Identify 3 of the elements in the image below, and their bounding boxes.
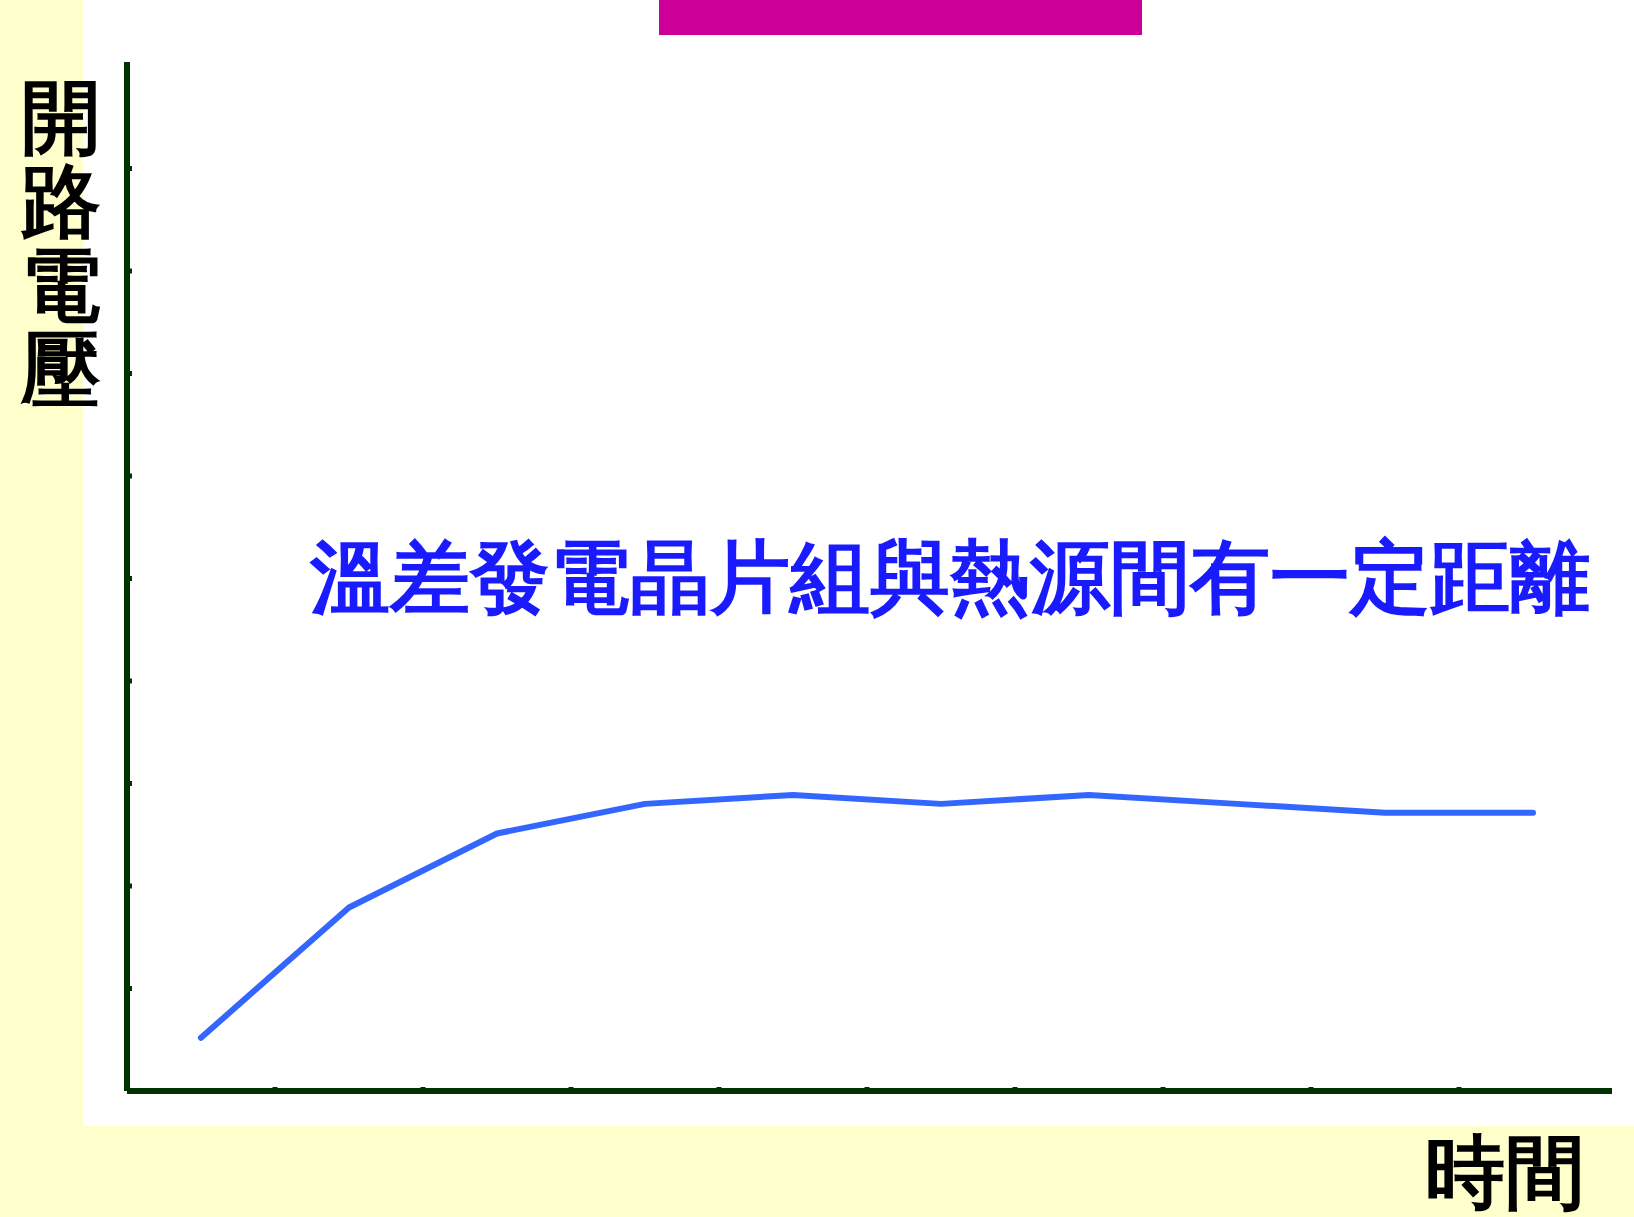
x-axis-title: 時間 [1425, 1126, 1585, 1217]
text: 溫差發電晶片組與熱源間有一定距離 [309, 531, 1590, 624]
y-axis-title: 開路電壓 [20, 71, 101, 416]
